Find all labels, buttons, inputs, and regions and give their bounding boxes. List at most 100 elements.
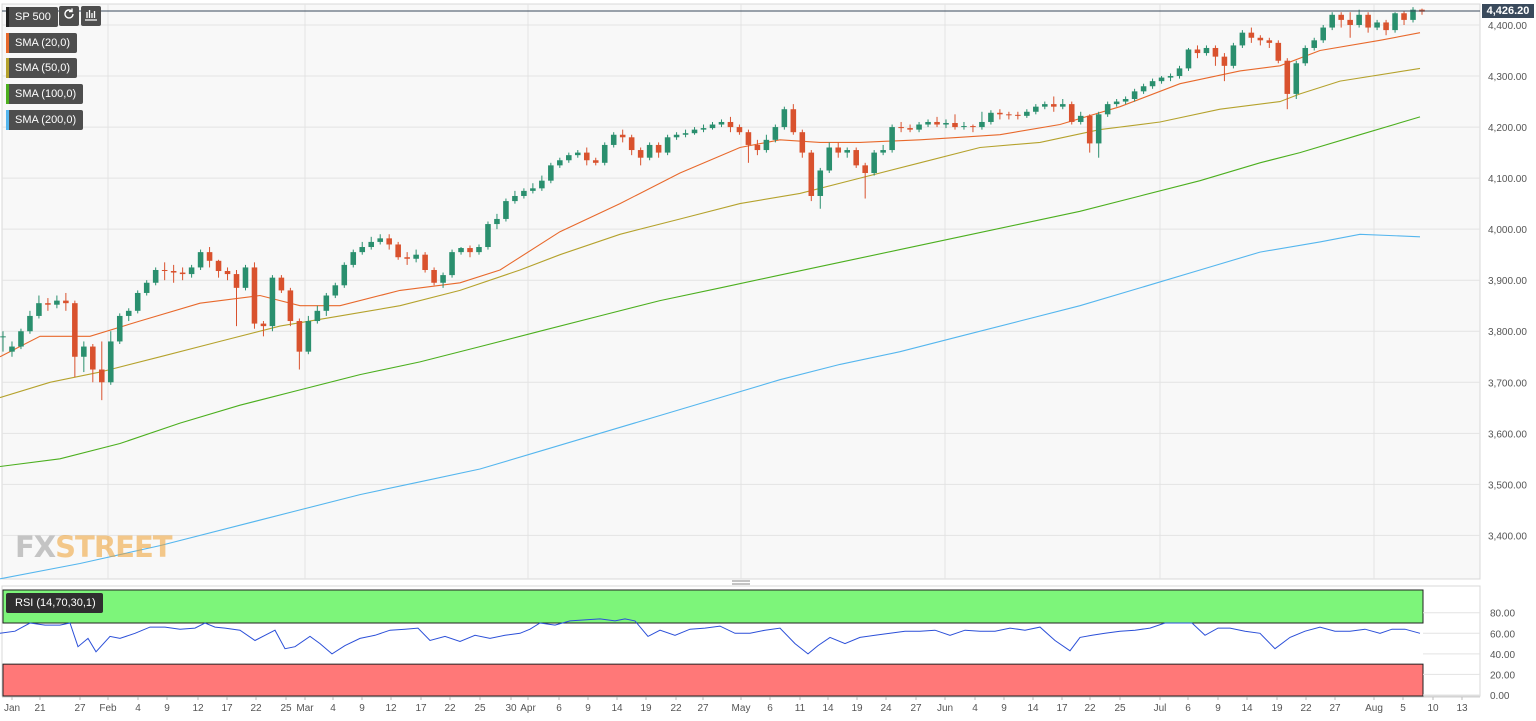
candle-up [242, 267, 249, 288]
x-tick-label: 22 [1300, 703, 1312, 714]
time-axis: Jan 21 27 Feb 4 9 12 17 22 25 Mar 4 9 12 17 22 25 30 Apr 6 9… [4, 697, 1468, 714]
x-tick-label: May [732, 703, 751, 714]
x-tick-label: 9 [1001, 703, 1007, 714]
y-tick-label: 3,600.00 [1488, 429, 1527, 440]
candle-up [1239, 32, 1246, 46]
candle-up [1203, 47, 1210, 54]
current-price-tag: 4,426.20 [1482, 4, 1534, 18]
candle-up [116, 315, 123, 342]
chart-type-button[interactable] [81, 6, 101, 26]
candle-up [0, 336, 6, 338]
x-tick-label: Jun [937, 703, 953, 714]
candle-up [718, 121, 725, 125]
candle-up [781, 109, 788, 128]
panel-splitter-handle[interactable] [732, 580, 750, 585]
sma100-color-swatch [6, 84, 9, 104]
sma20-indicator-label[interactable]: SMA (20,0) [6, 33, 78, 53]
candle-up [18, 331, 24, 347]
sma200-indicator-label[interactable]: SMA (200,0) [6, 110, 84, 130]
x-tick-label: 22 [250, 703, 262, 714]
candle-up [1158, 77, 1165, 82]
candle-up [1302, 47, 1309, 64]
candle-down [745, 132, 752, 145]
candle-down [619, 134, 626, 138]
x-tick-label: 17 [221, 703, 233, 714]
candle-up [512, 195, 518, 202]
x-tick-label: 27 [74, 703, 86, 714]
sma50-color-swatch [6, 58, 9, 78]
candle-down [404, 257, 410, 259]
refresh-button[interactable] [59, 6, 79, 26]
sma50-label-text: SMA (50,0) [15, 62, 71, 74]
x-tick-label: 22 [444, 703, 456, 714]
x-tick-label: 25 [474, 703, 486, 714]
candle-up [332, 285, 339, 296]
x-tick-label: Feb [99, 703, 117, 714]
candle-down [628, 137, 635, 151]
rsi-tick-label: 40.00 [1490, 650, 1515, 661]
candle-down [63, 300, 69, 304]
x-tick-label: 9 [359, 703, 365, 714]
candle-down [1401, 13, 1407, 20]
candle-down [72, 303, 78, 357]
candle-up [377, 238, 383, 242]
x-tick-label: 19 [1271, 703, 1283, 714]
candle-down [583, 152, 590, 161]
candle-down [1257, 37, 1264, 41]
candle-up [359, 247, 366, 253]
candle-up [143, 282, 150, 293]
candle-down [1221, 56, 1228, 66]
candle-up [9, 346, 15, 352]
x-tick-label: 17 [1056, 703, 1068, 714]
candle-down [952, 122, 958, 128]
sma100-label-text: SMA (100,0) [15, 88, 77, 100]
candle-up [646, 144, 653, 158]
candle-down [278, 277, 285, 291]
candle-up [539, 180, 545, 189]
candle-down [260, 323, 267, 327]
candle-up [817, 170, 824, 196]
y-tick-label: 4,100.00 [1488, 174, 1527, 185]
rsi-tick-label: 0.00 [1490, 691, 1510, 702]
x-tick-label: 14 [611, 703, 623, 714]
rsi-tick-label: 60.00 [1490, 629, 1515, 640]
candle-down [1050, 104, 1057, 107]
candle-up [575, 152, 581, 156]
rsi-line [0, 618, 1421, 655]
candle-down [1275, 42, 1282, 61]
rsi-indicator-label[interactable]: RSI (14,70,30,1) [6, 593, 103, 613]
sma200-line [0, 233, 1421, 580]
candle-up [341, 264, 348, 286]
y-tick-label: 3,500.00 [1488, 480, 1527, 491]
sma200-color-swatch [6, 110, 9, 130]
candle-up [925, 121, 931, 125]
candle-down [206, 252, 213, 261]
candle-down [799, 132, 806, 153]
candle-up [476, 247, 482, 253]
candle-up [700, 128, 707, 130]
sma50-indicator-label[interactable]: SMA (50,0) [6, 58, 78, 78]
sma100-indicator-label[interactable]: SMA (100,0) [6, 84, 84, 104]
candle-up [1033, 106, 1039, 112]
candle-down [862, 165, 868, 174]
x-tick-label: 30 [505, 703, 517, 714]
x-tick-label: 5 [1400, 703, 1406, 714]
candle-up [134, 292, 141, 311]
x-tick-label: Jul [1154, 703, 1167, 714]
candle-up [871, 152, 877, 174]
candle-up [1356, 14, 1362, 25]
candle-down [907, 128, 913, 130]
candle-down [45, 303, 51, 305]
y-tick-label: 3,900.00 [1488, 276, 1527, 287]
logo-fx-text: FX [15, 530, 56, 564]
candle-down [790, 109, 797, 133]
candle-down [1248, 32, 1255, 38]
symbol-label[interactable]: SP 500 [6, 7, 58, 27]
candle-up [188, 267, 195, 275]
candle-down [853, 150, 859, 166]
candle-up [610, 134, 617, 145]
y-tick-label: 4,000.00 [1488, 225, 1527, 236]
candle-down [835, 147, 842, 153]
candle-up [27, 315, 33, 332]
